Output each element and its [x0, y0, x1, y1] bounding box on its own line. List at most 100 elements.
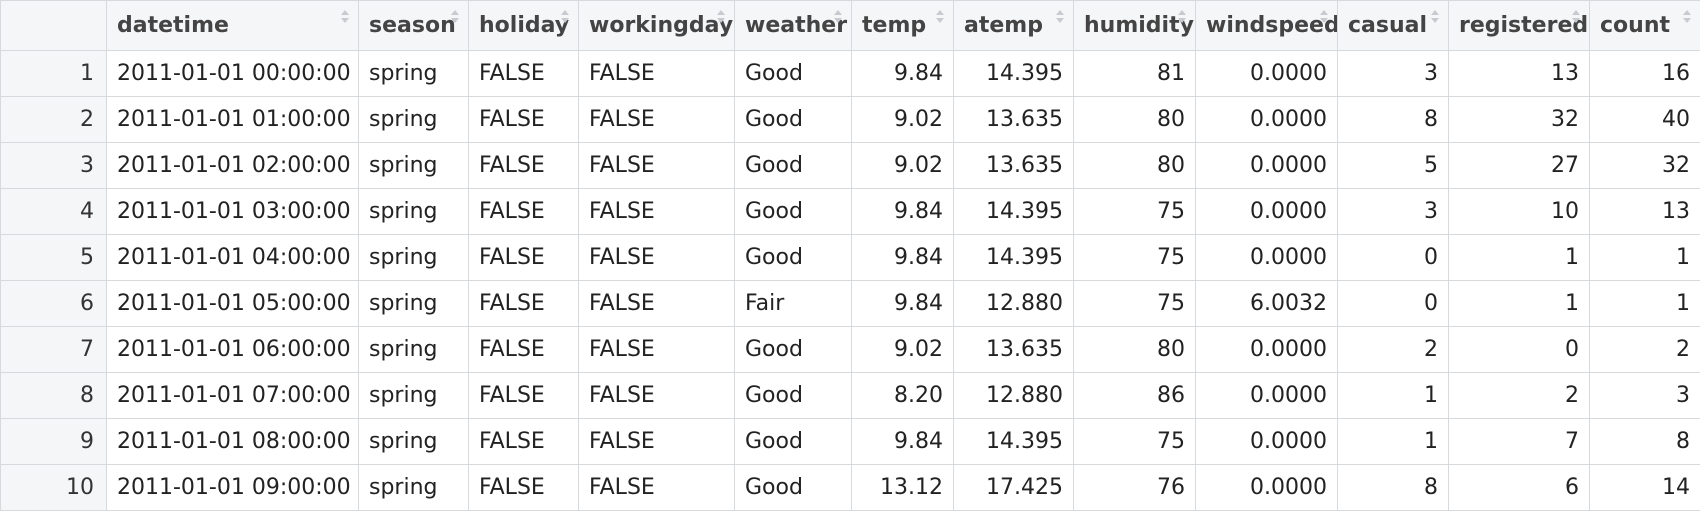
row-number: 9 — [0, 418, 107, 465]
cell-humidity: 80 — [1073, 142, 1196, 189]
table-row: 4 2011-01-01 03:00:00 spring FALSE FALSE Good… — [0, 188, 1700, 235]
cell-datetime: 2011-01-01 09:00:00 — [106, 464, 359, 511]
cell-workingday: FALSE — [578, 142, 735, 189]
cell-casual: 1 — [1337, 372, 1449, 419]
cell-season: spring — [358, 280, 469, 327]
table-row: 6 2011-01-01 05:00:00 spring FALSE FALSE Fair… — [0, 280, 1700, 327]
cell-weather: Good — [734, 96, 852, 143]
cell-count: 32 — [1589, 142, 1700, 189]
cell-weather: Good — [734, 188, 852, 235]
table-row: 2 2011-01-01 01:00:00 spring FALSE FALSE Good… — [0, 96, 1700, 143]
sort-icon[interactable] — [451, 10, 460, 26]
sort-icon[interactable] — [1056, 10, 1065, 26]
column-header-label: weather — [745, 13, 848, 38]
cell-casual: 0 — [1337, 234, 1449, 281]
cell-temp: 9.02 — [851, 326, 954, 373]
table-row: 10 2011-01-01 09:00:00 spring FALSE FALSE Goo… — [0, 464, 1700, 511]
column-header-registered[interactable]: registered — [1448, 0, 1590, 51]
cell-registered: 6 — [1448, 464, 1590, 511]
cell-registered: 27 — [1448, 142, 1590, 189]
table-row: 7 2011-01-01 06:00:00 spring FALSE FALSE Good… — [0, 326, 1700, 373]
cell-humidity: 75 — [1073, 280, 1196, 327]
cell-registered: 10 — [1448, 188, 1590, 235]
sort-icon[interactable] — [1683, 10, 1692, 26]
cell-atemp: 13.635 — [953, 142, 1074, 189]
sort-icon[interactable] — [834, 10, 843, 26]
row-number-header — [0, 0, 107, 51]
cell-casual: 5 — [1337, 142, 1449, 189]
cell-humidity: 76 — [1073, 464, 1196, 511]
cell-humidity: 86 — [1073, 372, 1196, 419]
cell-workingday: FALSE — [578, 188, 735, 235]
cell-datetime: 2011-01-01 06:00:00 — [106, 326, 359, 373]
cell-registered: 0 — [1448, 326, 1590, 373]
cell-count: 1 — [1589, 234, 1700, 281]
table-row: 3 2011-01-01 02:00:00 spring FALSE FALSE Good… — [0, 142, 1700, 189]
table-header: datetime season holiday workingday weather te… — [0, 0, 1700, 51]
cell-workingday: FALSE — [578, 418, 735, 465]
cell-casual: 3 — [1337, 188, 1449, 235]
cell-atemp: 14.395 — [953, 188, 1074, 235]
cell-weather: Good — [734, 142, 852, 189]
cell-atemp: 12.880 — [953, 280, 1074, 327]
column-header-label: atemp — [964, 13, 1043, 38]
cell-casual: 1 — [1337, 418, 1449, 465]
cell-datetime: 2011-01-01 04:00:00 — [106, 234, 359, 281]
sort-icon[interactable] — [1320, 10, 1329, 26]
cell-count: 3 — [1589, 372, 1700, 419]
column-header-humidity[interactable]: humidity — [1073, 0, 1196, 51]
header-row: datetime season holiday workingday weather te… — [0, 0, 1700, 51]
row-number: 4 — [0, 188, 107, 235]
sort-icon[interactable] — [1572, 10, 1581, 26]
cell-temp: 9.02 — [851, 142, 954, 189]
column-header-label: temp — [862, 13, 927, 38]
column-header-label: registered — [1459, 13, 1589, 38]
cell-atemp: 14.395 — [953, 50, 1074, 97]
cell-season: spring — [358, 234, 469, 281]
column-header-windspeed[interactable]: windspeed — [1195, 0, 1338, 51]
cell-registered: 32 — [1448, 96, 1590, 143]
cell-season: spring — [358, 188, 469, 235]
cell-registered: 7 — [1448, 418, 1590, 465]
cell-registered: 13 — [1448, 50, 1590, 97]
cell-count: 1 — [1589, 280, 1700, 327]
cell-datetime: 2011-01-01 03:00:00 — [106, 188, 359, 235]
cell-workingday: FALSE — [578, 464, 735, 511]
row-number: 6 — [0, 280, 107, 327]
sort-icon[interactable] — [561, 10, 570, 26]
cell-temp: 9.84 — [851, 418, 954, 465]
sort-icon[interactable] — [1431, 10, 1440, 26]
column-header-temp[interactable]: temp — [851, 0, 954, 51]
column-header-datetime[interactable]: datetime — [106, 0, 359, 51]
cell-temp: 9.84 — [851, 50, 954, 97]
sort-icon[interactable] — [936, 10, 945, 26]
column-header-workingday[interactable]: workingday — [578, 0, 735, 51]
cell-count: 13 — [1589, 188, 1700, 235]
cell-atemp: 14.395 — [953, 234, 1074, 281]
column-header-weather[interactable]: weather — [734, 0, 852, 51]
column-header-casual[interactable]: casual — [1337, 0, 1449, 51]
column-header-label: windspeed — [1206, 13, 1338, 38]
column-header-count[interactable]: count — [1589, 0, 1700, 51]
cell-weather: Fair — [734, 280, 852, 327]
cell-count: 16 — [1589, 50, 1700, 97]
column-header-holiday[interactable]: holiday — [468, 0, 579, 51]
cell-holiday: FALSE — [468, 50, 579, 97]
cell-windspeed: 6.0032 — [1195, 280, 1338, 327]
cell-temp: 9.84 — [851, 188, 954, 235]
cell-temp: 9.84 — [851, 280, 954, 327]
cell-atemp: 13.635 — [953, 326, 1074, 373]
sort-icon[interactable] — [1178, 10, 1187, 26]
column-header-label: humidity — [1084, 13, 1194, 38]
cell-humidity: 75 — [1073, 188, 1196, 235]
cell-atemp: 13.635 — [953, 96, 1074, 143]
cell-temp: 9.84 — [851, 234, 954, 281]
column-header-season[interactable]: season — [358, 0, 469, 51]
cell-holiday: FALSE — [468, 464, 579, 511]
column-header-atemp[interactable]: atemp — [953, 0, 1074, 51]
cell-weather: Good — [734, 326, 852, 373]
row-number: 8 — [0, 372, 107, 419]
sort-icon[interactable] — [717, 10, 726, 26]
sort-icon[interactable] — [341, 10, 350, 26]
